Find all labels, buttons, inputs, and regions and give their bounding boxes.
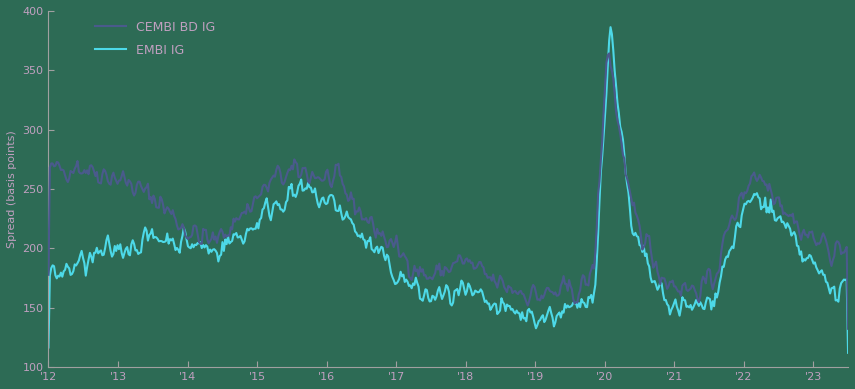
- CEMBI BD IG: [44, 272, 54, 277]
- EMBI IG: [605, 25, 616, 30]
- CEMBI BD IG: [460, 257, 470, 262]
- Legend: CEMBI BD IG, EMBI IG: CEMBI BD IG, EMBI IG: [95, 21, 215, 57]
- EMBI IG: [44, 345, 54, 350]
- CEMBI BD IG: [249, 195, 259, 200]
- CEMBI BD IG: [776, 203, 787, 208]
- CEMBI BD IG: [661, 281, 671, 286]
- EMBI IG: [843, 350, 853, 355]
- CEMBI BD IG: [843, 326, 853, 331]
- EMBI IG: [776, 220, 787, 224]
- EMBI IG: [661, 298, 671, 302]
- CEMBI BD IG: [158, 203, 168, 207]
- Y-axis label: Spread (basis points): Spread (basis points): [7, 130, 17, 248]
- Line: CEMBI BD IG: CEMBI BD IG: [49, 53, 848, 329]
- CEMBI BD IG: [604, 51, 614, 56]
- EMBI IG: [787, 233, 797, 238]
- EMBI IG: [249, 226, 259, 231]
- EMBI IG: [158, 240, 168, 244]
- CEMBI BD IG: [787, 214, 797, 218]
- Line: EMBI IG: EMBI IG: [49, 27, 848, 353]
- EMBI IG: [460, 293, 470, 297]
